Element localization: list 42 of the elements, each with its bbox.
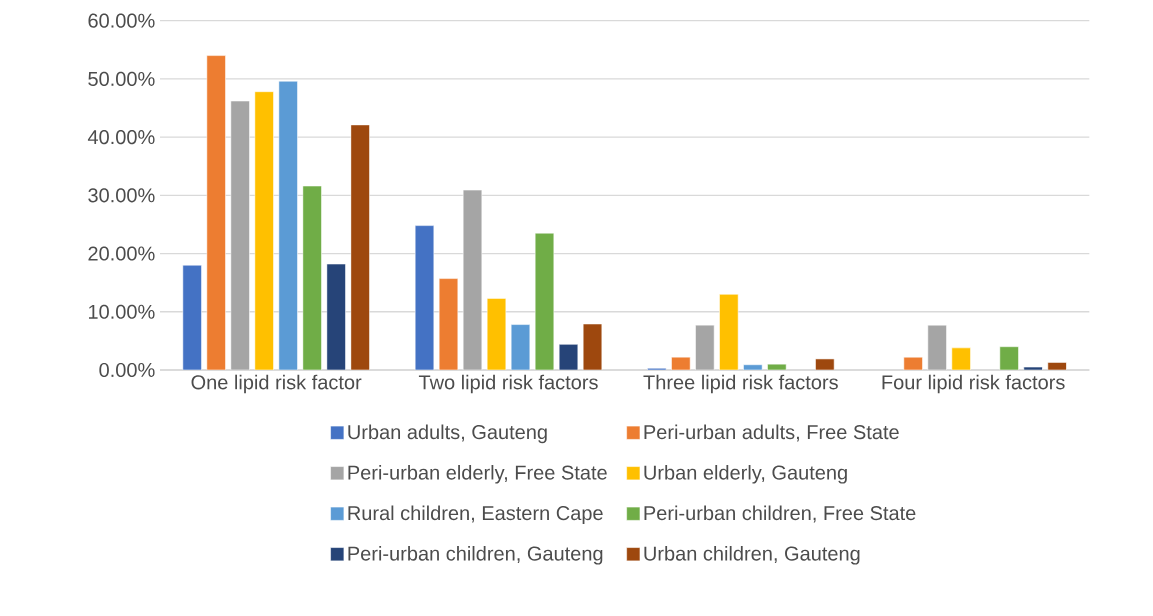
bar — [278, 80, 298, 370]
bar — [206, 55, 226, 370]
x-tick-label: Four lipid risk factors — [882, 374, 1065, 394]
bar — [743, 364, 763, 370]
bar — [182, 264, 202, 370]
legend-label: Peri-urban children, Gauteng — [348, 545, 603, 565]
bar — [230, 100, 250, 370]
bar — [510, 324, 531, 370]
bar — [534, 232, 555, 370]
bar — [326, 263, 346, 370]
bar — [254, 91, 274, 370]
y-tick-label: 50.00% — [88, 71, 155, 86]
x-tick-label: One lipid risk factor — [191, 374, 362, 394]
x-tick-label: Three lipid risk factors — [643, 374, 838, 394]
bar — [695, 324, 715, 370]
bar — [767, 363, 787, 370]
legend-label: Urban elderly, Gauteng — [644, 464, 847, 484]
y-tick-label: 40.00% — [87, 130, 155, 145]
x-tick-label: Two lipid risk factors — [418, 374, 598, 394]
legend-label: Peri-urban adults, Free State — [644, 424, 899, 442]
bar — [671, 356, 691, 370]
y-tick-label: 30.00% — [88, 188, 155, 203]
y-tick-label: 60.00% — [88, 13, 155, 28]
bar — [438, 278, 459, 370]
bar — [462, 189, 483, 370]
bar — [903, 356, 923, 370]
legend-label: Urban children, Gauteng — [644, 545, 860, 565]
bar — [486, 298, 507, 370]
bar — [999, 346, 1019, 370]
y-tick-label: 20.00% — [88, 246, 155, 261]
legend-label: Peri-urban children, Free State — [644, 505, 916, 523]
bar — [302, 185, 322, 370]
bar — [927, 324, 947, 370]
legend-label: Urban adults, Gauteng — [348, 424, 547, 444]
y-tick-label: 10.00% — [88, 304, 155, 319]
y-tick-label: 0.00% — [99, 362, 155, 378]
bar — [951, 347, 971, 370]
legend-label: Rural children, Eastern Cape — [348, 505, 603, 525]
legend-label: Peri-urban elderly, Free State — [348, 464, 607, 484]
bar — [719, 294, 739, 370]
bar — [350, 124, 370, 370]
bar — [414, 225, 435, 370]
